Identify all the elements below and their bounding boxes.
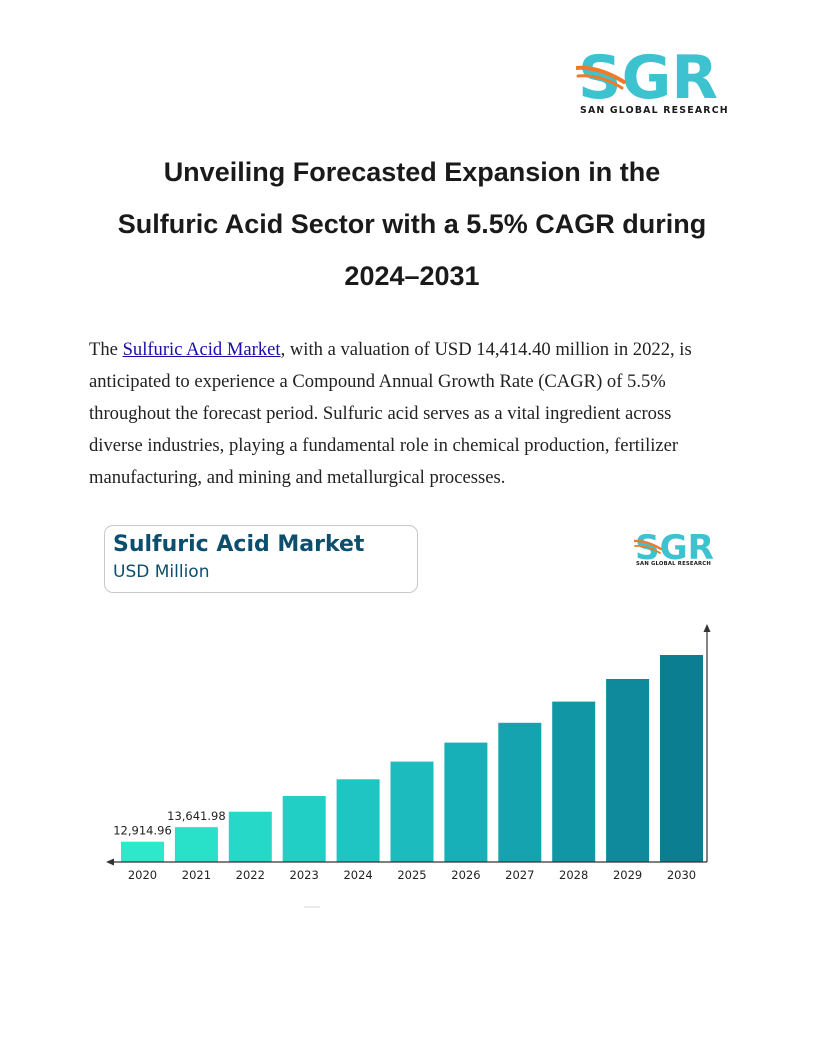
chart-logo-subtitle: SAN GLOBAL RESEARCH	[636, 561, 712, 567]
x-tick-2021: 2021	[182, 868, 211, 882]
chart-logo-letters: SGR	[635, 528, 714, 562]
x-tick-2023: 2023	[290, 868, 319, 882]
sgr-logo-icon: SGR	[576, 46, 718, 104]
x-tick-2028: 2028	[559, 868, 588, 882]
brand-logo: SGR SAN GLOBAL RESEARCH	[576, 46, 729, 118]
x-tick-2027: 2027	[505, 868, 534, 882]
bar-2020	[121, 841, 164, 862]
bar-2024	[336, 779, 380, 862]
x-tick-2022: 2022	[236, 868, 265, 882]
intro-prefix: The	[89, 339, 123, 360]
footer-mark	[304, 906, 320, 908]
x-tick-2025: 2025	[397, 868, 426, 882]
x-tick-2030: 2030	[667, 868, 696, 882]
data-label-2021: 13,641.98	[167, 809, 226, 823]
bar-2028	[552, 701, 596, 862]
chart-bars	[121, 655, 703, 862]
bar-2030	[660, 655, 703, 862]
page-title: Unveiling Forecasted Expansion in the Su…	[60, 146, 764, 302]
x-tick-2029: 2029	[613, 868, 642, 882]
x-tick-2024: 2024	[343, 868, 372, 882]
bar-2027	[498, 722, 542, 862]
intro-rest: , with a valuation of USD 14,414.40 mill…	[89, 339, 692, 488]
title-line-3: 2024–2031	[344, 261, 480, 291]
logo-letters: SGR	[578, 46, 718, 104]
bar-2022	[228, 811, 272, 862]
intro-paragraph: The Sulfuric Acid Market, with a valuati…	[89, 334, 729, 494]
bar-2025	[390, 761, 434, 862]
bar-2021	[174, 827, 218, 862]
bar-2029	[606, 679, 650, 862]
chart-title: Sulfuric Acid Market	[113, 532, 365, 557]
chart-title-box: Sulfuric Acid Market USD Million	[104, 525, 418, 593]
title-line-1: Unveiling Forecasted Expansion in the	[163, 157, 661, 187]
chart-x-tick-labels: 2020 2021 2022 2023 2024 2025 2026 2027 2028 2029…	[128, 868, 696, 882]
x-tick-2020: 2020	[128, 868, 157, 882]
chart-brand-logo: SGR SAN GLOBAL RESEARCH	[632, 528, 716, 570]
x-axis-arrow-icon	[106, 858, 114, 866]
logo-subtitle: SAN GLOBAL RESEARCH	[580, 105, 729, 116]
bar-2023	[282, 795, 326, 862]
title-line-2: Sulfuric Acid Sector with a 5.5% CAGR du…	[117, 209, 707, 239]
sgr-small-logo-icon: SGR	[632, 528, 714, 568]
sulfuric-acid-market-link[interactable]: Sulfuric Acid Market	[122, 339, 281, 360]
bar-2026	[444, 742, 488, 862]
chart-subtitle: USD Million	[113, 562, 210, 582]
y-axis-arrow-icon	[703, 624, 711, 632]
x-tick-2026: 2026	[451, 868, 480, 882]
data-label-2020: 12,914.96	[113, 824, 172, 838]
